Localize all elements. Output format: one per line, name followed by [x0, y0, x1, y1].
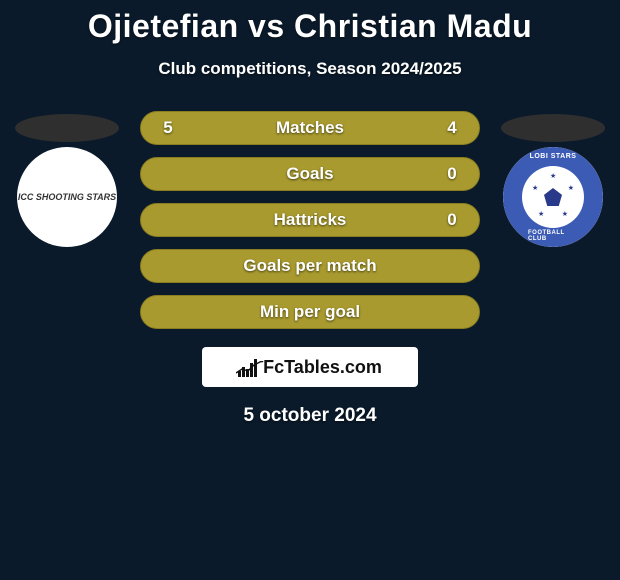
- stat-bar-hattricks: Hattricks 0: [140, 203, 480, 237]
- row-mpg: Min per goal: [0, 295, 620, 329]
- right-team-logo: LOBI STARS ★ ★ ★ ★ ★ FOOTBALL CLUB: [503, 147, 603, 247]
- stat-label: Min per goal: [260, 302, 360, 322]
- stat-right-value: 0: [443, 210, 461, 230]
- left-team-logo: ICC SHOOTING STARS: [17, 147, 117, 247]
- brand-text: FcTables.com: [263, 357, 382, 378]
- stat-label: Goals: [286, 164, 333, 184]
- page-title: Ojietefian vs Christian Madu: [0, 8, 620, 45]
- right-player-ellipse: [501, 114, 605, 142]
- right-logo-ring-bottom: FOOTBALL CLUB: [528, 230, 578, 242]
- row-goals: ICC SHOOTING STARS Goals 0 LOBI STARS ★ …: [0, 157, 620, 191]
- stat-bar-matches: 5 Matches 4: [140, 111, 480, 145]
- footer-date: 5 october 2024: [0, 405, 620, 427]
- left-team-logo-text: ICC SHOOTING STARS: [18, 193, 116, 202]
- stat-label: Hattricks: [274, 210, 347, 230]
- right-side-slot: LOBI STARS ★ ★ ★ ★ ★ FOOTBALL CLUB: [498, 157, 608, 191]
- row-gpm: Goals per match: [0, 249, 620, 283]
- stat-bar-goals-per-match: Goals per match: [140, 249, 480, 283]
- stat-right-value: 0: [443, 164, 461, 184]
- right-logo-ring-top: LOBI STARS: [530, 153, 577, 160]
- left-side-slot: [12, 114, 122, 142]
- brand-chart-icon: [238, 357, 257, 377]
- stat-right-value: 4: [443, 118, 461, 138]
- row-matches: 5 Matches 4: [0, 111, 620, 145]
- left-player-ellipse: [15, 114, 119, 142]
- stat-left-value: 5: [159, 118, 177, 138]
- subtitle: Club competitions, Season 2024/2025: [0, 59, 620, 79]
- stat-label: Goals per match: [243, 256, 376, 276]
- right-logo-inner: ★ ★ ★ ★ ★: [522, 166, 584, 228]
- comparison-card: Ojietefian vs Christian Madu Club compet…: [0, 0, 620, 427]
- brand-badge: FcTables.com: [202, 347, 418, 387]
- stat-bar-goals: Goals 0: [140, 157, 480, 191]
- left-side-slot: ICC SHOOTING STARS: [12, 157, 122, 191]
- soccer-ball-icon: [544, 188, 562, 206]
- stat-bar-min-per-goal: Min per goal: [140, 295, 480, 329]
- right-side-slot: [498, 114, 608, 142]
- stat-label: Matches: [276, 118, 344, 138]
